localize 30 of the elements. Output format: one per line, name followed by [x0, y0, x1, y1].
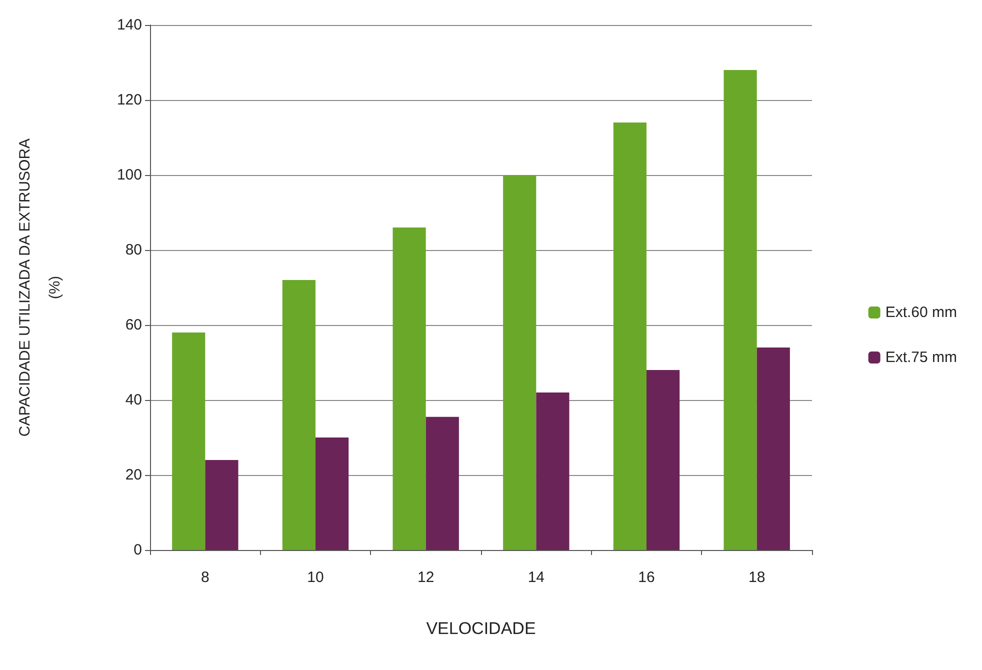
y-tick-label: 60: [125, 316, 142, 334]
bar: [316, 438, 349, 550]
bar: [503, 175, 536, 550]
y-tick-label: 100: [116, 166, 142, 184]
bar: [536, 392, 570, 550]
y-tick-label: 80: [125, 242, 142, 258]
bar: [172, 332, 206, 550]
y-tick-label: 0: [134, 542, 142, 558]
x-axis-title: VELOCIDADE: [426, 619, 536, 638]
y-axis-title: CAPACIDADE UTILIZADA DA EXTRUSORA (%): [16, 138, 64, 437]
y-tick-label: 140: [116, 16, 142, 34]
y-tick-label: 120: [116, 92, 142, 108]
x-tick-label: 16: [638, 569, 655, 586]
legend-label: Ext.60 mm: [885, 304, 958, 321]
bar: [613, 122, 646, 550]
x-tick-label: 18: [748, 569, 766, 586]
x-tick-label: 10: [307, 569, 324, 586]
x-tick-label: 14: [528, 569, 545, 586]
y-tick-label: 40: [125, 392, 142, 408]
bar: [646, 370, 680, 550]
x-tick-label: 12: [417, 569, 434, 586]
bar: [724, 70, 757, 550]
bar: [282, 280, 316, 550]
y-tick-label: 20: [125, 466, 142, 484]
bar: [426, 416, 459, 550]
legend-label: Ext.75 mm: [885, 349, 958, 366]
bar: [205, 460, 238, 550]
x-tick-label: 8: [200, 569, 210, 586]
bar: [756, 348, 790, 550]
bar: [392, 228, 426, 550]
